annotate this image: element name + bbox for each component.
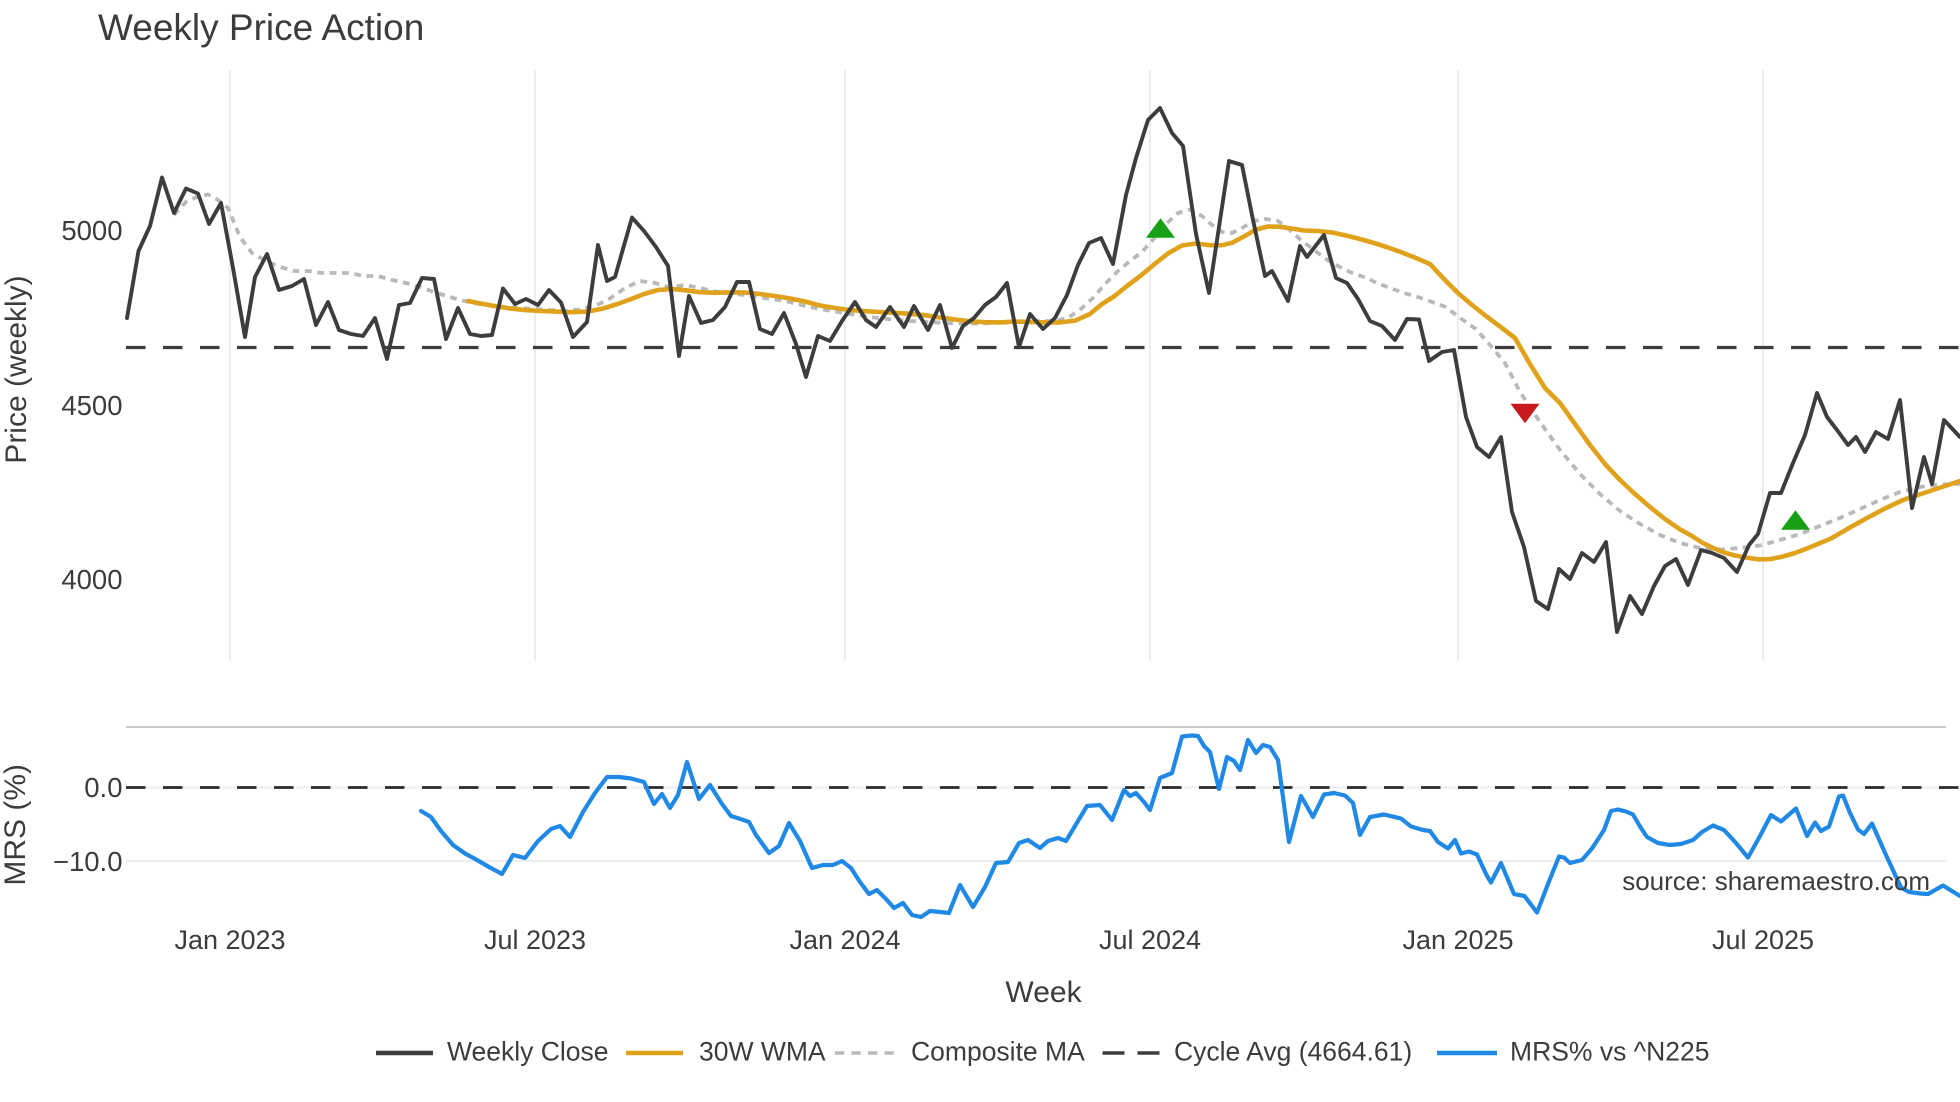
svg-text:Jan 2023: Jan 2023 xyxy=(174,925,285,955)
svg-text:source: sharemaestro.com: source: sharemaestro.com xyxy=(1622,866,1930,896)
svg-text:Jan 2024: Jan 2024 xyxy=(789,925,900,955)
svg-text:Jul 2024: Jul 2024 xyxy=(1099,925,1201,955)
svg-text:MRS% vs ^N225: MRS% vs ^N225 xyxy=(1510,1037,1709,1067)
svg-text:Week: Week xyxy=(1005,976,1082,1009)
svg-text:Price (weekly): Price (weekly) xyxy=(0,275,33,463)
svg-text:0.0: 0.0 xyxy=(84,772,122,803)
svg-text:4000: 4000 xyxy=(61,564,122,595)
svg-text:Jan 2025: Jan 2025 xyxy=(1402,925,1513,955)
svg-text:5000: 5000 xyxy=(61,215,122,246)
svg-text:Cycle Avg (4664.61): Cycle Avg (4664.61) xyxy=(1174,1037,1412,1067)
svg-text:Composite MA: Composite MA xyxy=(911,1037,1085,1067)
svg-text:MRS (%): MRS (%) xyxy=(0,764,32,886)
svg-text:30W WMA: 30W WMA xyxy=(699,1037,826,1067)
svg-text:4500: 4500 xyxy=(61,390,122,421)
svg-text:Jul 2023: Jul 2023 xyxy=(484,925,586,955)
svg-text:Jul 2025: Jul 2025 xyxy=(1712,925,1814,955)
svg-text:Weekly Close: Weekly Close xyxy=(447,1037,609,1067)
svg-text:Weekly Price Action: Weekly Price Action xyxy=(98,7,424,48)
svg-text:−10.0: −10.0 xyxy=(53,846,123,877)
